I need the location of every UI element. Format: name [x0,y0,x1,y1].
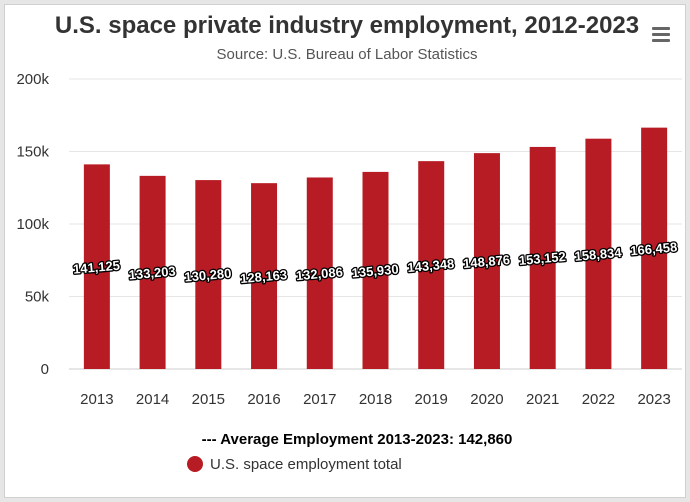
x-tick-label: 2015 [192,391,225,408]
x-tick-label: 2018 [359,391,392,408]
average-annotation: --- Average Employment 2013-2023: 142,86… [202,431,513,448]
data-label: 148,876 [462,252,510,271]
bar[interactable] [83,164,110,369]
data-label: 128,163 [240,267,288,286]
x-tick-label: 2022 [582,391,615,408]
chart-title: U.S. space private industry employment, … [55,12,639,39]
x-tick-label: 2016 [247,391,280,408]
bar[interactable] [362,171,389,369]
y-tick-label: 150k [16,144,49,161]
chart-container: U.S. space private industry employment, … [4,4,686,498]
bar[interactable] [251,183,278,369]
data-label: 153,152 [518,249,566,268]
data-label: 166,458 [630,239,678,258]
hamburger-menu-icon[interactable] [649,23,673,45]
x-tick-label: 2021 [526,391,559,408]
data-label: 141,125 [72,258,120,277]
bar[interactable] [418,161,445,369]
bar[interactable] [641,127,668,370]
y-tick-label: 100k [16,216,49,233]
data-label: 135,930 [351,261,399,280]
legend[interactable]: U.S. space employment total [187,456,402,473]
legend-item-label[interactable]: U.S. space employment total [210,456,402,473]
bar[interactable] [473,153,500,369]
bar[interactable] [195,180,222,369]
x-tick-label: 2023 [637,391,670,408]
x-axis-ticks: 2013 2014 2015 2016 2017 2018 2019 2020 2021 2022… [80,391,671,408]
bar[interactable] [585,138,612,369]
bars [83,127,668,370]
data-label: 133,203 [128,263,176,282]
y-axis-ticks: 0 50k 100k 150k 200k [16,71,49,378]
data-label: 143,348 [407,256,455,275]
chart-subtitle: Source: U.S. Bureau of Labor Statistics [217,46,478,63]
x-tick-label: 2020 [470,391,503,408]
y-tick-label: 50k [25,289,50,306]
y-tick-label: 0 [41,361,49,378]
bar[interactable] [306,177,333,369]
legend-marker [187,456,203,472]
x-tick-label: 2014 [136,391,169,408]
x-tick-label: 2019 [415,391,448,408]
data-label: 132,086 [295,264,343,283]
data-label: 158,834 [574,245,623,264]
bar[interactable] [529,146,556,369]
y-tick-label: 200k [16,71,49,88]
chart: U.S. space private industry employment, … [16,12,682,473]
bar[interactable] [139,175,166,369]
data-labels: 141,125 133,203 130,280 128,163 132,086 135,9… [71,238,679,287]
x-tick-label: 2017 [303,391,336,408]
x-tick-label: 2013 [80,391,113,408]
data-label: 130,280 [184,266,232,285]
